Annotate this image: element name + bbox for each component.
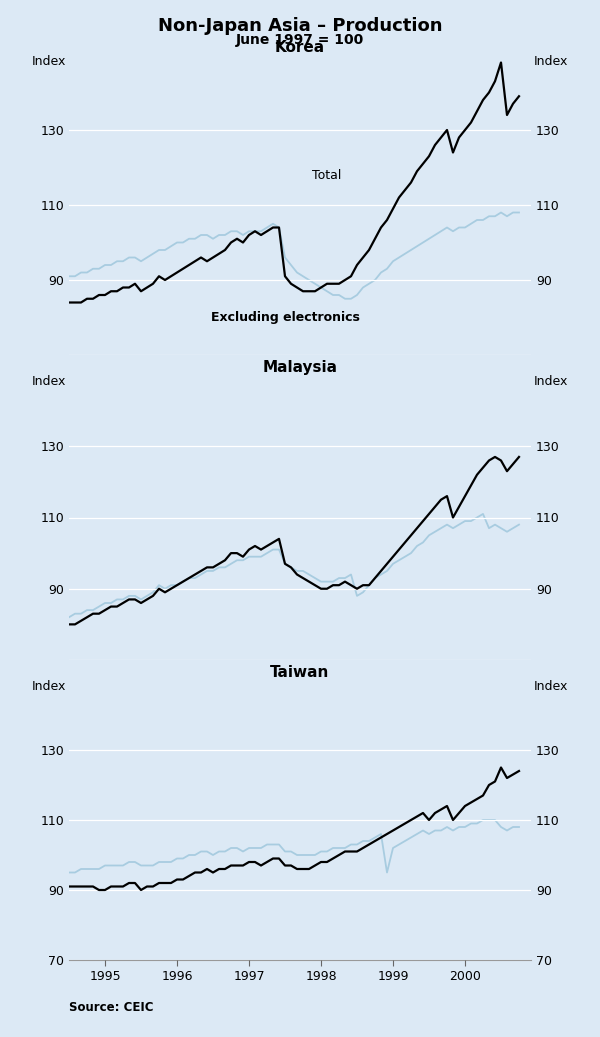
Text: June 1997 = 100: June 1997 = 100 — [236, 33, 364, 48]
Text: Excluding electronics: Excluding electronics — [211, 311, 359, 325]
Text: Index: Index — [32, 680, 66, 693]
Text: Total: Total — [313, 169, 341, 181]
Text: Taiwan: Taiwan — [271, 665, 329, 680]
Text: Index: Index — [534, 55, 568, 68]
Text: Source: CEIC: Source: CEIC — [69, 1001, 154, 1014]
Text: Malaysia: Malaysia — [263, 360, 337, 375]
Text: Index: Index — [534, 680, 568, 693]
Text: Non-Japan Asia – Production: Non-Japan Asia – Production — [158, 17, 442, 34]
Text: Korea: Korea — [275, 40, 325, 55]
Text: Index: Index — [32, 375, 66, 388]
Text: Index: Index — [534, 375, 568, 388]
Text: Index: Index — [32, 55, 66, 68]
